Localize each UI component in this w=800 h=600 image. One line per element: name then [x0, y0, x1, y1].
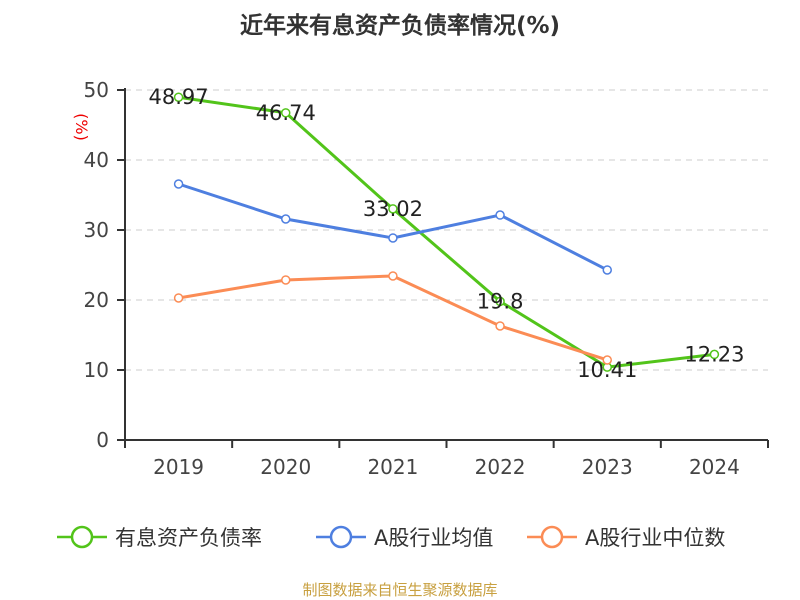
y-tick-label: 50 [84, 78, 109, 102]
data-point [388, 271, 398, 281]
data-point [709, 349, 720, 360]
series-line-0 [178, 95, 715, 369]
data-point [495, 296, 505, 307]
data-label: 48.97 [149, 85, 209, 109]
legend-marker [329, 525, 353, 549]
data-label: 33.02 [363, 197, 423, 221]
legend-label: 有息资产负债率 [115, 526, 262, 550]
y-axis-label: (%) [72, 113, 91, 141]
data-point [173, 293, 184, 303]
data-point [173, 179, 184, 189]
legend-marker [540, 525, 564, 549]
chart-title: 近年来有息资产负债率情况(%) [239, 13, 561, 39]
data-point [602, 265, 612, 275]
data-label: 46.74 [256, 101, 316, 125]
legend-marker [70, 525, 94, 549]
x-tick-label: 2019 [153, 455, 204, 479]
data-label: 10.41 [577, 358, 637, 382]
y-tick-label: 30 [84, 218, 109, 242]
series-line-2 [178, 274, 608, 362]
legend-label: A股行业均值 [374, 526, 493, 550]
y-tick-label: 10 [84, 358, 109, 382]
data-point [388, 233, 398, 243]
data-point [281, 275, 291, 285]
x-tick-label: 2023 [582, 455, 633, 479]
data-label: 19.8 [477, 289, 524, 313]
data-point [388, 204, 398, 214]
data-point [495, 210, 505, 220]
x-tick-label: 2021 [367, 455, 418, 479]
y-tick-label: 40 [84, 148, 109, 172]
x-tick-label: 2020 [260, 455, 311, 479]
x-tick-label: 2024 [689, 455, 740, 479]
data-point [281, 108, 291, 118]
y-tick-label: 0 [96, 428, 109, 452]
data-point [281, 214, 291, 224]
data-point [173, 92, 184, 102]
x-tick-label: 2022 [475, 455, 526, 479]
y-tick-label: 20 [84, 288, 109, 312]
data-point [495, 321, 505, 331]
data-point [602, 355, 612, 365]
data-label: 12.23 [684, 342, 744, 366]
source-note: 制图数据来自恒生聚源数据库 [302, 581, 498, 599]
legend-label: A股行业中位数 [585, 526, 725, 550]
